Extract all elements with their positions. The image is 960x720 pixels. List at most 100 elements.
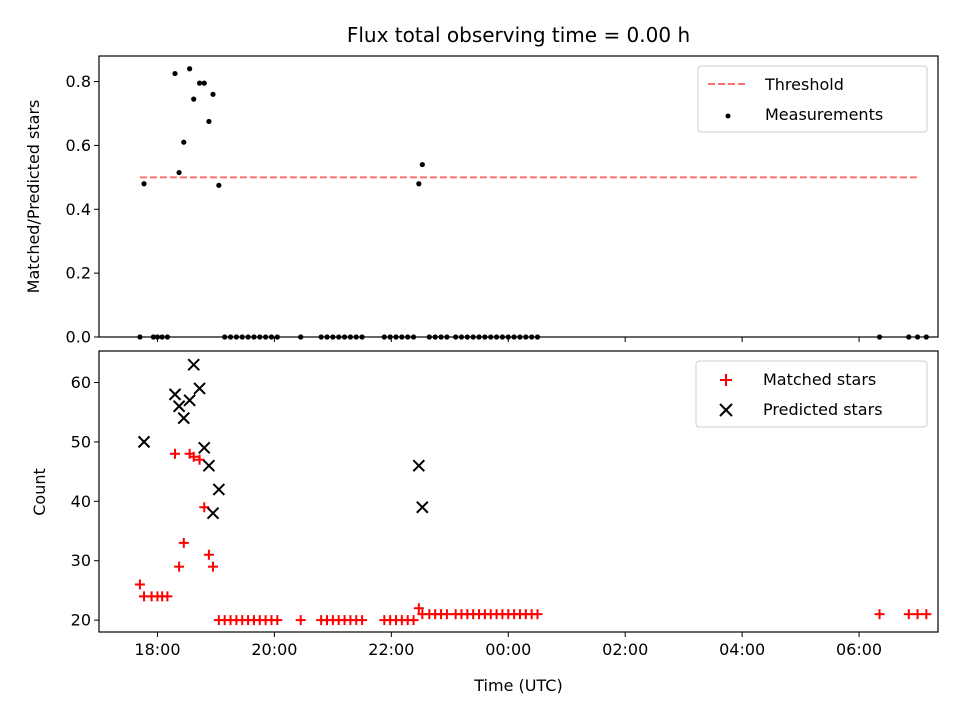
legend-measurements-marker — [725, 113, 731, 119]
measurement-point — [263, 334, 269, 340]
top-ytick-label: 0.2 — [66, 264, 91, 283]
measurement-point — [914, 334, 921, 340]
measurement-point — [347, 334, 354, 340]
measurement-point — [534, 334, 541, 340]
measurement-point — [251, 334, 257, 340]
measurement-point — [876, 334, 883, 340]
bottom-xtick-label: 04:00 — [719, 640, 765, 659]
bottom-axes-frame — [98, 350, 939, 633]
predicted-star-point — [198, 441, 211, 455]
top-legend: Threshold Measurements — [697, 65, 928, 133]
matched-star-point — [874, 609, 885, 620]
bottom-panel: 20 30 40 50 60 18:00 20:00 22:00 00:00 02:00 04:0… — [30, 350, 939, 695]
legend-matched-marker — [720, 374, 732, 386]
measurement-point — [196, 80, 203, 86]
measurement-point — [137, 334, 143, 340]
predicted-star-point — [183, 394, 196, 407]
measurement-point — [432, 334, 438, 340]
measurement-point — [438, 334, 444, 340]
measurement-point — [906, 334, 912, 340]
measurement-point — [381, 334, 387, 340]
top-ytick-label: 0.0 — [66, 328, 91, 347]
measurement-point — [245, 334, 251, 340]
predicted-star-point — [416, 501, 429, 514]
bottom-legend: Matched stars Predicted stars — [695, 360, 928, 428]
measurement-point — [159, 334, 165, 340]
predicted-star-point — [177, 411, 190, 425]
predicted-star-point — [168, 388, 182, 401]
measurement-point — [529, 334, 535, 340]
measurement-point — [150, 334, 156, 340]
matched-star-point — [921, 609, 932, 620]
bottom-ytick-label: 30 — [71, 551, 91, 570]
measurement-point — [405, 334, 411, 340]
matched-star-point — [188, 451, 199, 462]
measurement-point — [201, 80, 207, 86]
matched-star-point — [178, 537, 189, 548]
predicted-star-point — [212, 483, 226, 496]
measurement-point — [318, 334, 324, 340]
measurement-point — [488, 334, 494, 340]
measurement-point — [336, 334, 342, 340]
measurement-point — [419, 161, 425, 168]
measurement-point — [499, 334, 506, 340]
predicted-star-point — [193, 382, 206, 395]
matched-star-point — [174, 561, 185, 572]
measurement-point — [923, 334, 929, 340]
matched-star-point — [295, 615, 306, 626]
matched-star-point — [162, 591, 173, 602]
measurement-point — [416, 181, 422, 187]
measurement-point — [257, 334, 263, 340]
measurement-point — [387, 334, 393, 340]
matched-star-point — [170, 448, 181, 459]
legend-predicted-marker — [719, 403, 733, 417]
matched-star-point — [532, 609, 543, 620]
measurement-point — [511, 334, 517, 340]
measurement-point — [464, 334, 470, 340]
bottom-ytick-label: 20 — [71, 611, 91, 630]
measurement-point — [444, 334, 450, 340]
predicted-star-point — [172, 400, 186, 413]
matched-star-point — [912, 609, 923, 620]
measurement-point — [206, 118, 212, 125]
matched-star-point — [903, 609, 914, 620]
legend-measurements-label: Measurements — [765, 105, 883, 124]
measurement-point — [210, 91, 216, 97]
bottom-ytick-label: 50 — [71, 432, 91, 451]
matched-star-point — [413, 603, 424, 614]
predicted-star-point — [202, 459, 216, 472]
measurement-point — [470, 334, 476, 340]
measurement-point — [216, 182, 222, 188]
bottom-xtick-label: 00:00 — [485, 640, 531, 659]
legend-matched-label: Matched stars — [763, 370, 876, 389]
measurement-point — [172, 70, 178, 77]
matched-star-point — [408, 615, 419, 626]
matched-star-point — [357, 615, 368, 626]
matched-star-point — [441, 609, 452, 620]
x-axis-label: Time (UTC) — [473, 676, 562, 695]
measurement-point — [458, 334, 465, 340]
measurement-point — [482, 334, 488, 340]
matched-star-point — [199, 502, 210, 513]
measurement-point — [353, 334, 359, 340]
predicted-star-point — [412, 459, 426, 472]
measurement-point — [298, 334, 304, 340]
top-panel: 0.00.20.40.60.8 Matched/Predicted stars … — [24, 55, 939, 347]
measurement-point — [341, 334, 348, 340]
measurement-point — [222, 334, 228, 340]
matched-star-point — [203, 549, 214, 560]
measurement-point — [476, 334, 482, 340]
measurement-point — [239, 334, 245, 340]
measurement-point — [227, 334, 234, 340]
measurement-point — [164, 334, 171, 340]
predicted-star-point — [137, 435, 151, 449]
matched-star-point — [208, 561, 219, 572]
bottom-ytick-label: 60 — [71, 373, 91, 392]
top-ytick-label: 0.4 — [66, 200, 91, 219]
measurement-point — [187, 66, 193, 72]
measurement-point — [176, 169, 182, 176]
bottom-ytick-label: 40 — [71, 492, 91, 511]
legend-predicted-label: Predicted stars — [763, 400, 883, 419]
measurement-point — [141, 181, 147, 187]
